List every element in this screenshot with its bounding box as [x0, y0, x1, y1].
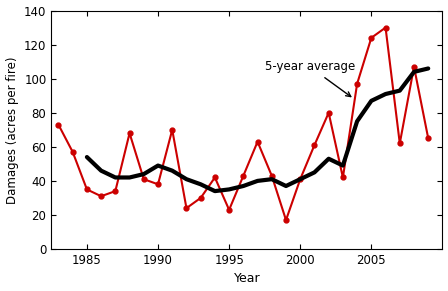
Text: 5-year average: 5-year average	[265, 60, 355, 97]
Y-axis label: Damages (acres per fire): Damages (acres per fire)	[5, 56, 18, 203]
X-axis label: Year: Year	[233, 272, 260, 285]
